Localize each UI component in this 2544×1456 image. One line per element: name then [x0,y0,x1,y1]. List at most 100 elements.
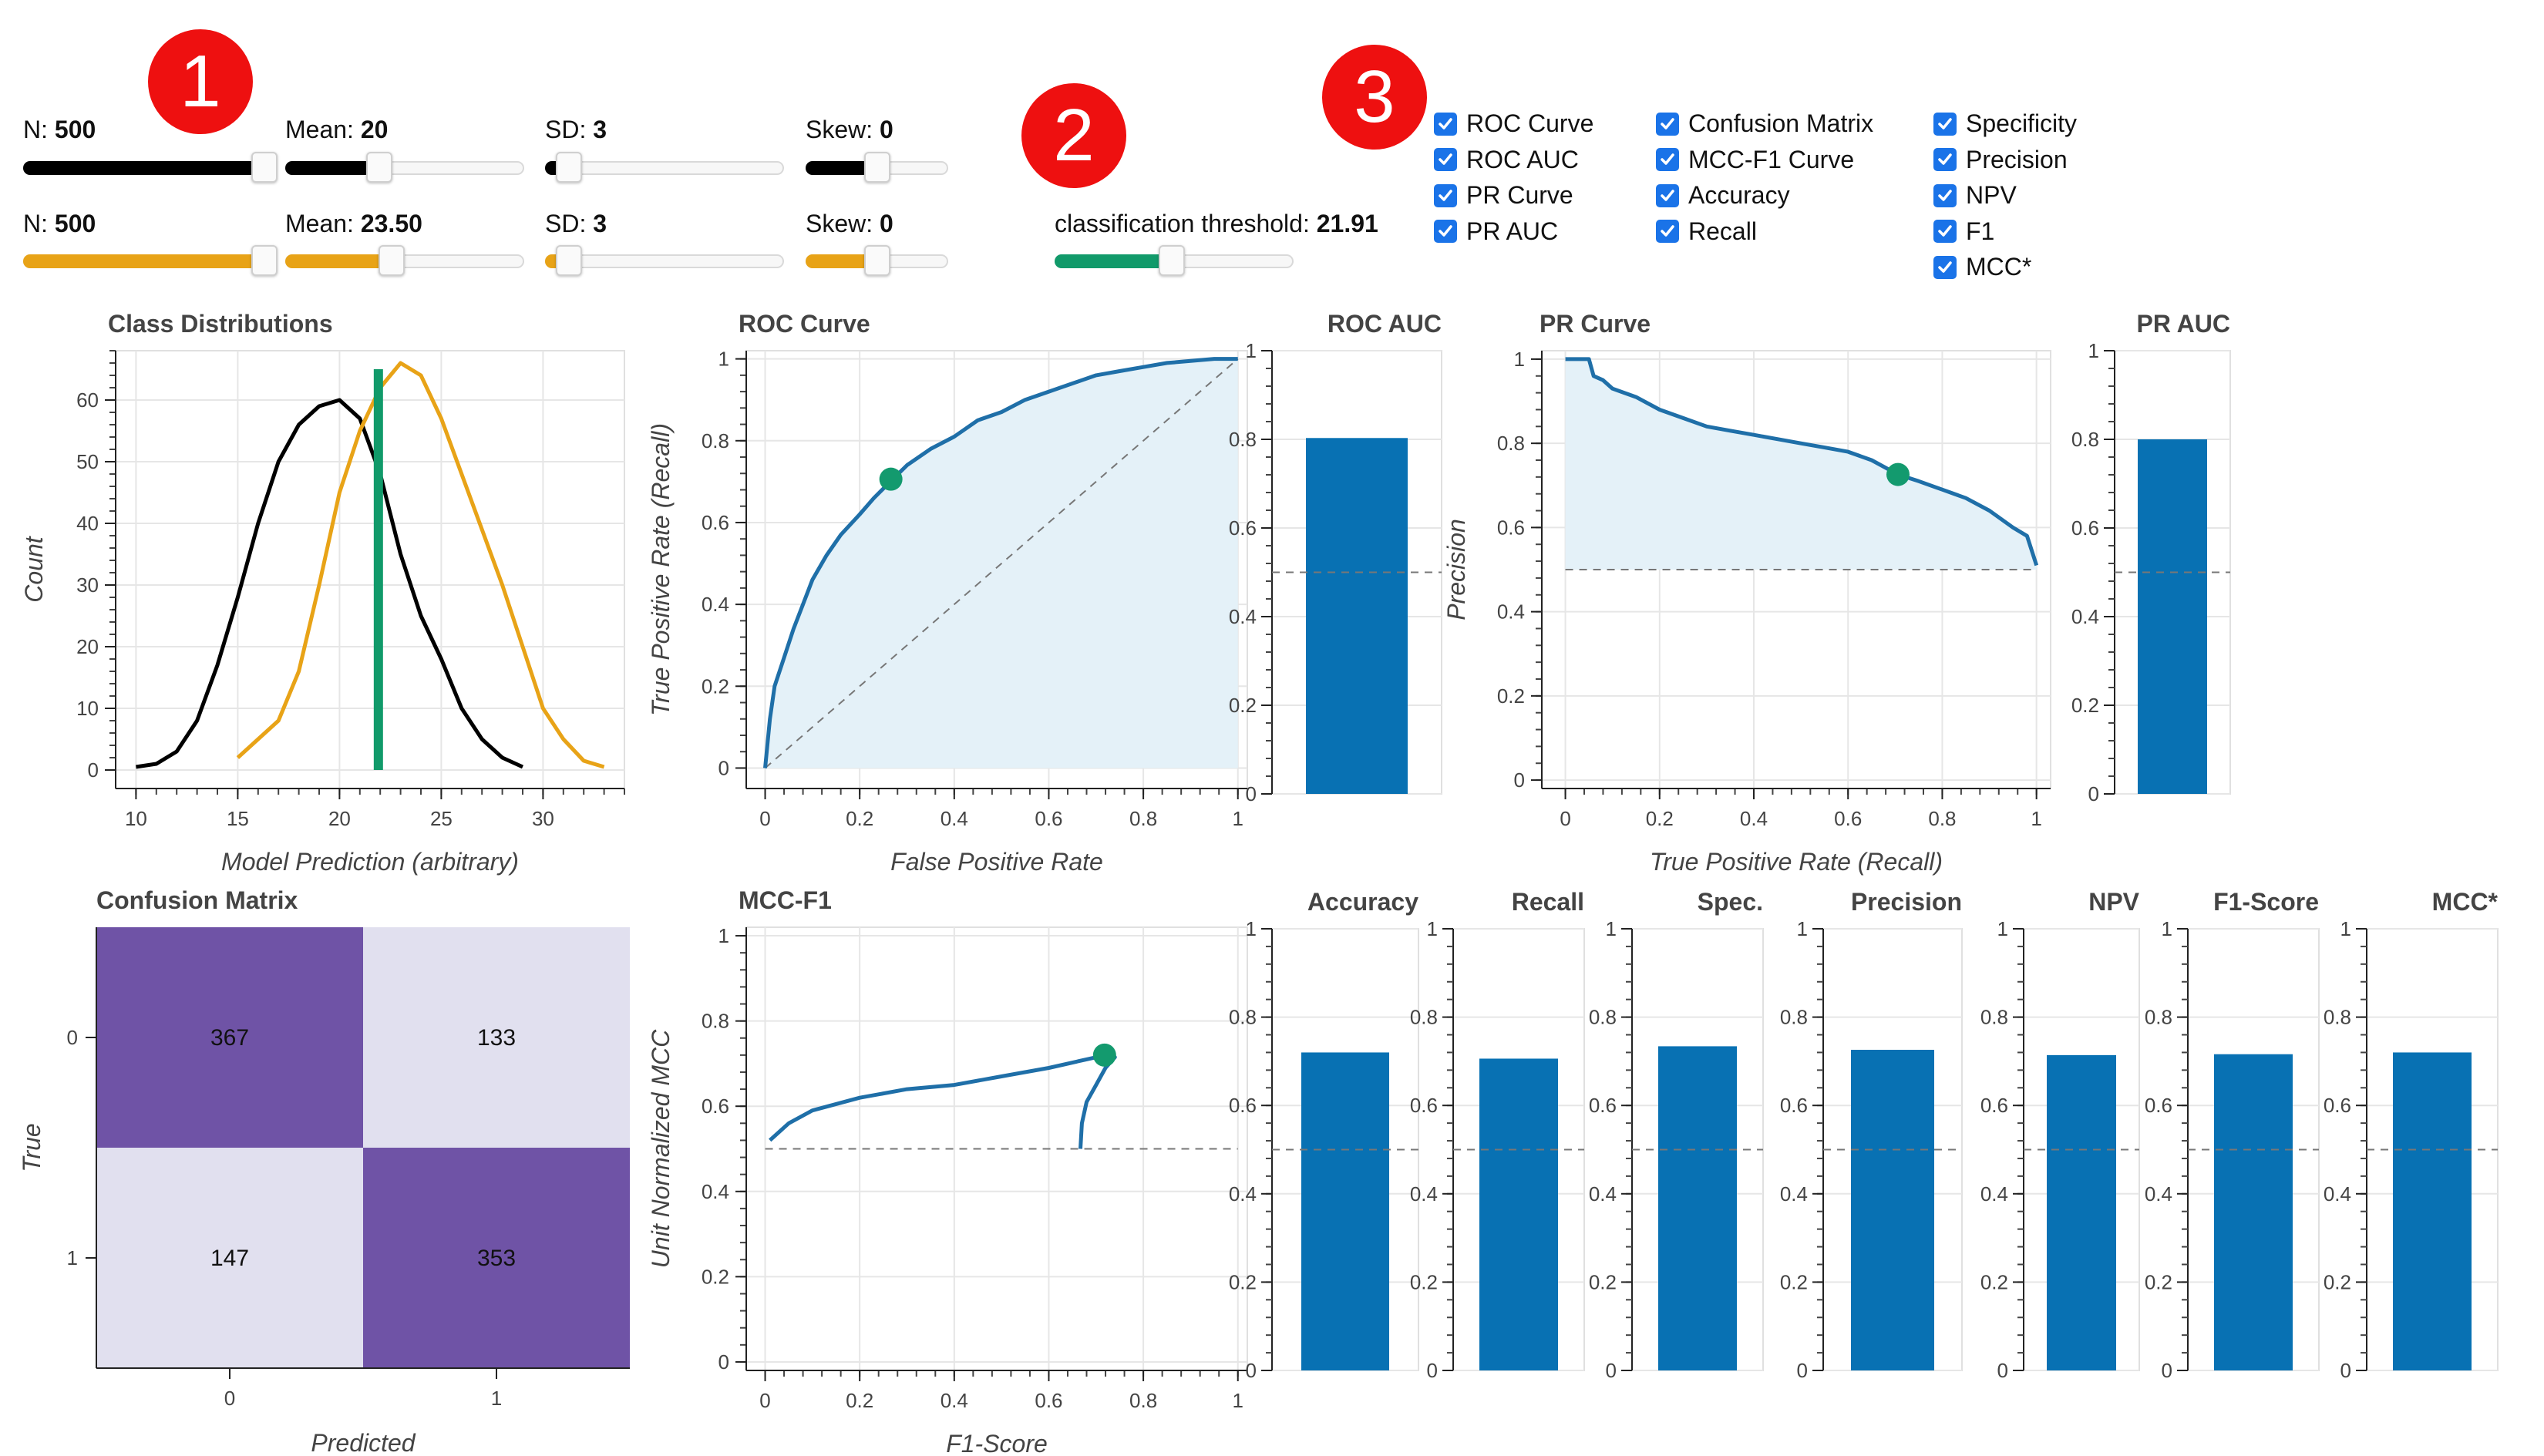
y-tick-label: 0.4 [1229,605,1257,628]
y-tick-label: 1 [2088,339,2099,362]
x-tick-label: 10 [125,807,147,830]
checkmark-icon[interactable] [1656,220,1679,243]
checkbox-confusion-matrix[interactable]: Confusion Matrix [1656,109,1873,138]
y-tick-label: 0 [1514,768,1525,792]
y-tick-label: 1 [1997,917,2008,940]
threshold-slider-handle[interactable] [1159,245,1186,276]
metric-bar [2047,1054,2116,1370]
y-tick-label: 0.6 [1780,1094,1808,1117]
y-tick-label: 0.4 [702,1180,729,1203]
neg-sd-slider[interactable] [545,152,784,183]
pos-n-slider[interactable] [23,245,278,276]
checkbox-mcc[interactable]: MCC* [1933,253,2031,281]
operating-point [1886,462,1910,486]
checkbox-precision[interactable]: Precision [1933,146,2068,174]
neg-sd-slider-handle[interactable] [555,152,582,183]
y-tick-label: 0.2 [702,1265,729,1288]
checkbox-roc-curve[interactable]: ROC Curve [1434,109,1593,138]
y-tick-label: 20 [76,635,99,658]
y-tick-label: 1 [718,924,729,947]
y-tick-label: 0.8 [2324,1006,2351,1029]
checkmark-icon[interactable] [1434,220,1457,243]
checkbox-specificity[interactable]: Specificity [1933,109,2077,138]
accuracy-chart: 0 0.2 0.4 0.6 0.8 1 Accuracy [1229,888,1419,1382]
y-tick-label: 30 [76,573,99,597]
pos-n-slider-handle[interactable] [251,245,278,276]
y-tick-label: 0 [1997,1359,2008,1382]
pos-sd-slider-handle[interactable] [555,245,582,276]
y-tick-label: 0.6 [1410,1094,1438,1117]
pos-skew-slider[interactable] [806,245,948,276]
checkbox-pr-curve[interactable]: PR Curve [1434,181,1573,210]
checkmark-icon[interactable] [1933,112,1957,136]
chart-title: F1-Score [2213,888,2319,916]
chart-title: PR Curve [1540,310,1651,338]
checkmark-icon[interactable] [1933,148,1957,171]
pos-skew-slider-handle[interactable] [863,245,890,276]
matrix-cell-value: 133 [477,1025,516,1051]
badge-3: 3 [1322,45,1427,150]
y-tick-label: 0 [67,1026,78,1049]
metric-bar [1306,438,1408,794]
neg-n-slider[interactable] [23,152,278,183]
threshold-slider[interactable] [1055,245,1294,276]
checkbox-mcc-f1-curve[interactable]: MCC-F1 Curve [1656,146,1854,174]
neg-mean-slider-handle[interactable] [365,152,392,183]
checkbox-label: MCC-F1 Curve [1688,145,1855,173]
chart-title: Spec. [1698,888,1763,916]
metric-bar [2138,439,2207,794]
y-tick-label: 0.6 [1229,516,1257,540]
checkbox-accuracy[interactable]: Accuracy [1656,181,1790,210]
checkbox-npv[interactable]: NPV [1933,181,2017,210]
checkmark-icon[interactable] [1434,183,1457,207]
pos-mean-slider[interactable] [285,245,524,276]
x-tick-label: 0.2 [846,1389,873,1412]
y-tick-label: 0.8 [1780,1006,1808,1029]
y-tick-label: 1 [1427,917,1438,940]
plot-frame [115,350,625,789]
y-tick-label: 0.8 [2145,1006,2172,1029]
x-tick-label: 1 [491,1387,502,1410]
y-tick-label: 0 [718,1350,729,1374]
checkmark-icon[interactable] [1933,183,1957,207]
neg-mean-slider[interactable] [285,152,524,183]
checkmark-icon[interactable] [1434,112,1457,136]
x-tick-label: 0 [759,1389,770,1412]
checkbox-label: Specificity [1966,109,2078,137]
y-tick-label: 0.4 [1410,1182,1438,1205]
x-tick-label: 15 [227,807,249,830]
checkbox-label: PR AUC [1466,217,1559,245]
matrix-cell [363,1148,630,1368]
neg-skew-slider[interactable] [806,152,948,183]
neg-skew-slider-handle[interactable] [863,152,890,183]
checkbox-recall[interactable]: Recall [1656,217,1757,246]
y-tick-label: 0.6 [1229,1094,1257,1117]
chart-title: Precision [1851,888,1962,916]
x-tick-label: 0 [759,807,770,830]
checkbox-pr-auc[interactable]: PR AUC [1434,217,1558,246]
checkmark-icon[interactable] [1656,112,1679,136]
checkmark-icon[interactable] [1933,255,1957,279]
threshold-label: classification threshold: 21.91 [1055,210,1378,237]
matrix-cell [363,927,630,1148]
checkmark-icon[interactable] [1434,148,1457,171]
pos-sd-slider[interactable] [545,245,784,276]
checkbox-f1[interactable]: F1 [1933,217,1994,246]
checkmark-icon[interactable] [1656,148,1679,171]
y-tick-label: 0.4 [1780,1182,1808,1205]
y-tick-label: 1 [2162,917,2172,940]
metric-bar [1658,1046,1737,1370]
pos-mean-slider-handle[interactable] [379,245,405,276]
checkmark-icon[interactable] [1933,220,1957,243]
y-tick-label: 0.6 [1589,1094,1617,1117]
checkmark-icon[interactable] [1656,183,1679,207]
checkbox-roc-auc[interactable]: ROC AUC [1434,146,1579,174]
y-tick-label: 1 [2340,917,2351,940]
neg-n-slider-handle[interactable] [251,152,278,183]
y-tick-label: 1 [1797,917,1808,940]
chart-title: ROC AUC [1328,310,1442,338]
y-tick-label: 0.6 [2324,1094,2351,1117]
y-tick-label: 0 [1427,1359,1438,1382]
negative-class-curve [136,398,524,769]
y-tick-label: 0.8 [1589,1006,1617,1029]
